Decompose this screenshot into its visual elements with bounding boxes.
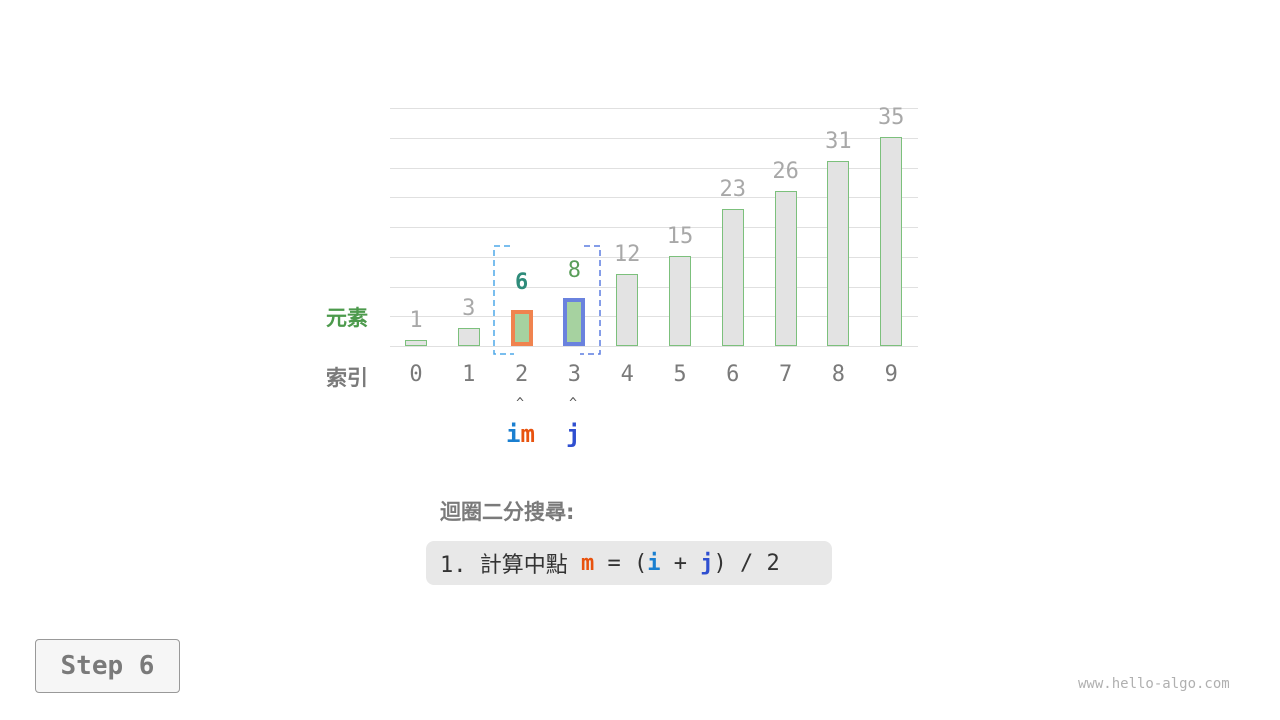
index-label-3: 3 (567, 362, 582, 387)
value-label-9: 35 (877, 105, 905, 131)
index-label-5: 5 (673, 362, 687, 387)
code-plus: + (660, 550, 701, 576)
right-bracket (580, 245, 601, 355)
bar-8 (827, 160, 850, 346)
bar-7 (774, 190, 797, 346)
caption-title: 迴圈二分搜尋: (440, 500, 575, 524)
code-m: m (580, 550, 595, 576)
value-label-0: 1 (409, 308, 423, 333)
index-label-6: 6 (726, 362, 740, 387)
element-row-label: 元素 (326, 306, 368, 330)
bar-1 (457, 328, 480, 346)
code-i: i (647, 550, 661, 576)
bar-2 (510, 310, 533, 346)
index-label-1: 1 (462, 362, 476, 387)
gridline (390, 137, 918, 139)
gridline (390, 286, 918, 288)
index-row-label: 索引 (326, 366, 368, 390)
index-label-7: 7 (778, 362, 793, 387)
index-label-9: 9 (884, 362, 898, 387)
value-label-3: 8 (567, 258, 582, 284)
value-label-7: 26 (772, 158, 799, 184)
bar-6 (721, 208, 744, 346)
index-label-0: 0 (409, 362, 423, 387)
bar-3 (563, 298, 586, 346)
step-button[interactable]: Step 6 (35, 639, 180, 693)
value-label-1: 3 (462, 296, 476, 322)
pointer-i: i (506, 420, 521, 448)
value-label-4: 12 (613, 242, 641, 268)
step-description: 1. 計算中點 m = (i + j) / 2 (426, 541, 832, 585)
gridline (390, 108, 918, 109)
watermark: www.hello-algo.com (1078, 676, 1230, 692)
bar-9 (880, 137, 903, 346)
gridline (390, 256, 918, 258)
gridline (390, 227, 918, 228)
pointer-arrow-j: ^ (569, 396, 577, 411)
gridline (390, 316, 918, 318)
step-text: 1. 計算中點 (440, 553, 581, 578)
gridline (390, 346, 918, 347)
code-j: j (700, 550, 714, 576)
index-label-4: 4 (620, 362, 634, 387)
pointer-j: j (566, 420, 581, 448)
pointer-im-label: im (506, 420, 535, 448)
pointer-arrow-im: ^ (516, 396, 524, 411)
code-eq: = ( (594, 550, 648, 576)
gridline (390, 197, 918, 199)
value-label-6: 23 (719, 176, 747, 202)
index-label-8: 8 (831, 362, 846, 387)
value-label-8: 31 (825, 128, 852, 154)
bar-0 (405, 340, 427, 346)
gridline (390, 167, 918, 169)
value-label-2: 6 (514, 270, 529, 296)
value-label-5: 15 (666, 224, 694, 250)
left-bracket (493, 245, 514, 355)
index-label-2: 2 (514, 362, 529, 387)
bar-4 (616, 274, 639, 346)
code-tail: ) / 2 (713, 550, 780, 576)
pointer-m: m (520, 420, 535, 448)
bar-5 (669, 256, 691, 346)
